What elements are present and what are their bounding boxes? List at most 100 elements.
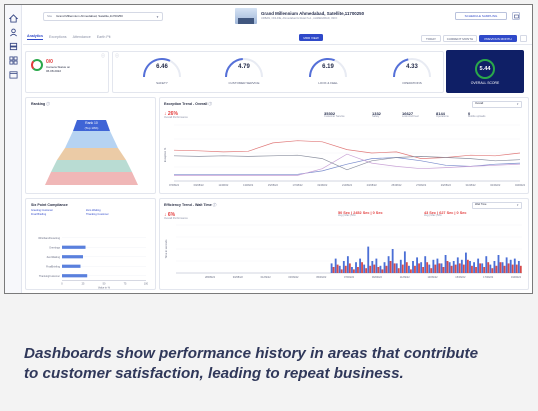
bar-blue[interactable] [379, 265, 382, 273]
calendar-icon[interactable] [8, 69, 18, 79]
bar-blue[interactable] [456, 257, 459, 273]
bar-red[interactable] [373, 264, 376, 273]
bar-blue[interactable] [517, 261, 520, 273]
bar-red[interactable] [499, 262, 502, 273]
layers-icon[interactable] [8, 41, 18, 51]
bar-blue[interactable] [485, 256, 488, 273]
bar-red[interactable] [446, 261, 449, 273]
bar-finalbriefing[interactable] [62, 264, 81, 268]
site-select[interactable]: Site Grand Millennium Ahmedabad, Satelli… [43, 12, 163, 21]
tab-analytics[interactable]: Analytics [27, 34, 43, 41]
bar-red[interactable] [401, 264, 404, 273]
bar-blue[interactable] [359, 258, 362, 273]
bar-blue[interactable] [351, 267, 353, 273]
bar-blue[interactable] [338, 265, 341, 273]
tab-attendance[interactable]: Attendance [72, 34, 91, 39]
bar-blue[interactable] [375, 258, 378, 273]
bar-red[interactable] [381, 269, 384, 273]
bar-blue[interactable] [383, 262, 386, 273]
bar-blue[interactable] [334, 258, 337, 273]
bar-blue[interactable] [330, 263, 333, 273]
bar-thankingcustomer[interactable] [62, 274, 88, 278]
bar-blue[interactable] [399, 259, 402, 273]
bar-blue[interactable] [424, 256, 427, 273]
bar-blue[interactable] [477, 258, 480, 273]
bar-red[interactable] [511, 264, 514, 273]
bar-red[interactable] [426, 262, 429, 273]
grid-icon[interactable] [8, 55, 18, 65]
bar-red[interactable] [479, 263, 482, 273]
bar-red[interactable] [515, 264, 518, 273]
bar-red[interactable] [519, 265, 522, 273]
bar-blue[interactable] [481, 263, 484, 273]
bar-blue[interactable] [420, 262, 423, 273]
bar-blue[interactable] [505, 257, 508, 273]
bar-blue[interactable] [408, 265, 410, 273]
bar-blue[interactable] [513, 258, 516, 273]
bar-red[interactable] [422, 267, 425, 273]
tab-earth-pit[interactable]: Earth Pit [96, 34, 111, 39]
bar-blue[interactable] [395, 263, 398, 273]
bar-blue[interactable] [416, 257, 418, 273]
bar-red[interactable] [430, 268, 433, 273]
bar-red[interactable] [352, 269, 355, 273]
bar-red[interactable] [357, 267, 359, 273]
kpi-safety[interactable]: 6.46 SAFETY [138, 55, 186, 91]
exception-select[interactable]: Overall ▼ [472, 101, 522, 108]
bar-blue[interactable] [342, 261, 345, 273]
kpi-look-feel[interactable]: 6.19 LOOK & FEEL [304, 55, 352, 91]
period-previous-month[interactable]: PREVIOUS MONTH [479, 35, 517, 42]
bar-red[interactable] [471, 265, 473, 273]
bar-blue[interactable] [444, 255, 447, 273]
period-today[interactable]: TODAY [421, 35, 441, 42]
calendar-icon[interactable] [520, 35, 527, 42]
bar-blue[interactable] [367, 246, 370, 273]
bar-red[interactable] [462, 264, 465, 273]
bar-red[interactable] [385, 265, 388, 273]
bar-red[interactable] [348, 263, 351, 273]
bar-red[interactable] [344, 265, 347, 273]
bar-blue[interactable] [448, 262, 451, 273]
bar-blue[interactable] [493, 261, 496, 273]
bar-blue[interactable] [497, 255, 500, 273]
bar-red[interactable] [336, 264, 339, 273]
bar-blue[interactable] [387, 256, 390, 273]
bar-red[interactable] [438, 263, 441, 273]
bar-blue[interactable] [469, 261, 471, 273]
bar-red[interactable] [397, 268, 400, 273]
bar-blue[interactable] [436, 258, 439, 273]
bar-red[interactable] [409, 269, 412, 273]
bar-red[interactable] [377, 267, 380, 273]
bar-blue[interactable] [391, 249, 394, 273]
bar-red[interactable] [414, 265, 416, 273]
tab-exceptions[interactable]: Exceptions [48, 34, 67, 39]
bar-red[interactable] [483, 267, 486, 273]
home-icon[interactable] [8, 13, 18, 23]
bar-red[interactable] [361, 262, 363, 273]
bar-blue[interactable] [371, 261, 374, 273]
bar-red[interactable] [389, 261, 392, 273]
bar-red[interactable] [365, 268, 368, 273]
bar-blue[interactable] [403, 251, 406, 273]
bar-blue[interactable] [363, 264, 366, 273]
bar-blue[interactable] [465, 252, 467, 273]
bar-blue[interactable] [509, 259, 512, 273]
bar-zerowaiting[interactable] [62, 255, 83, 259]
bar-red[interactable] [466, 259, 469, 273]
bar-greetings[interactable] [62, 245, 86, 249]
bar-red[interactable] [450, 265, 453, 273]
bar-red[interactable] [495, 265, 498, 273]
user-icon[interactable] [8, 27, 18, 37]
bar-red[interactable] [491, 268, 494, 273]
schedule-sampling-button[interactable]: SCHEDULE SAMPLING [455, 12, 507, 20]
bar-red[interactable] [487, 262, 490, 273]
efficiency-select[interactable]: Wait Time ▼ [472, 202, 522, 209]
bar-blue[interactable] [460, 259, 463, 273]
bar-red[interactable] [434, 264, 437, 273]
period-current-month[interactable]: CURRENT MONTH [443, 35, 477, 42]
bar-blue[interactable] [355, 262, 357, 273]
bar-red[interactable] [458, 263, 461, 273]
bar-red[interactable] [418, 263, 420, 273]
bar-blue[interactable] [473, 262, 475, 273]
bar-blue[interactable] [501, 262, 504, 273]
